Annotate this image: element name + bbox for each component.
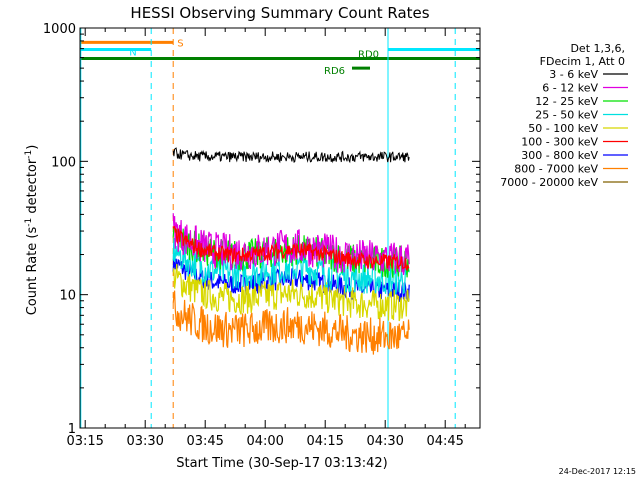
legend-entry-label: 7000 - 20000 keV [500,176,598,189]
legend-header-line-2: FDecim 1, Att 0 [540,55,625,68]
footer-timestamp: 24-Dec-2017 12:15 [559,467,636,476]
y-tick-label: 1 [68,422,76,437]
x-tick-label: 03:45 [186,434,223,449]
series-line [172,213,410,275]
y-tick-label: 100 [51,155,76,170]
y-axis-label-mid: detector [25,158,40,218]
series-lines [172,147,410,355]
axes-frame [79,27,481,429]
flag-label: N [129,47,136,58]
y-axis-label: Count Rate (s-1 detector-1) [24,145,40,316]
series-line [172,147,410,164]
legend-entry-label: 300 - 800 keV [521,149,598,162]
legend-entry-label: 12 - 25 keV [535,95,598,108]
x-tick-label: 04:45 [426,434,463,449]
x-axis-label: Start Time (30-Sep-17 03:13:42) [176,456,387,471]
x-tick-label: 04:30 [366,434,403,449]
y-tick-label: 1000 [43,22,76,37]
series-line [172,263,410,322]
legend-entry-label: 800 - 7000 keV [514,163,598,176]
legend-entry-label: 6 - 12 keV [542,82,598,95]
flag-label: S [177,38,183,49]
chart-title: HESSI Observing Summary Count Rates [130,4,429,22]
y-axis-label-sup: -1 [24,218,34,227]
y-axis-label-main: Count Rate (s [25,227,40,316]
x-tick-label: 04:15 [306,434,343,449]
series-line [172,223,410,278]
legend-entry-label: 25 - 50 keV [535,109,598,122]
flag-bars: S N RD0 RD6 [80,38,480,77]
plot-background [80,28,480,428]
series-line [172,290,410,355]
plot-area [80,28,480,428]
x-tick-label: 03:15 [66,434,103,449]
flag-label: RD6 [324,66,345,77]
y-tick-labels: 1 10 100 1000 [43,22,76,437]
series-line [172,225,410,272]
y-axis-label-end: ) [25,145,40,150]
axes [79,27,481,429]
legend-entry-label: 100 - 300 keV [521,136,598,149]
x-tick-labels: 03:15 03:30 03:45 04:00 04:15 04:30 04:45 [66,434,463,449]
x-tick-label: 03:30 [126,434,163,449]
legend-entry-label: 3 - 6 keV [549,68,598,81]
x-tick-label: 04:00 [246,434,283,449]
flag-label: RD0 [358,50,379,61]
y-axis-label-sup2: -1 [24,150,34,159]
y-tick-label: 10 [59,289,76,304]
legend-entry-label: 50 - 100 keV [528,122,598,135]
legend-header-line-1: Det 1,3,6, [570,42,625,55]
